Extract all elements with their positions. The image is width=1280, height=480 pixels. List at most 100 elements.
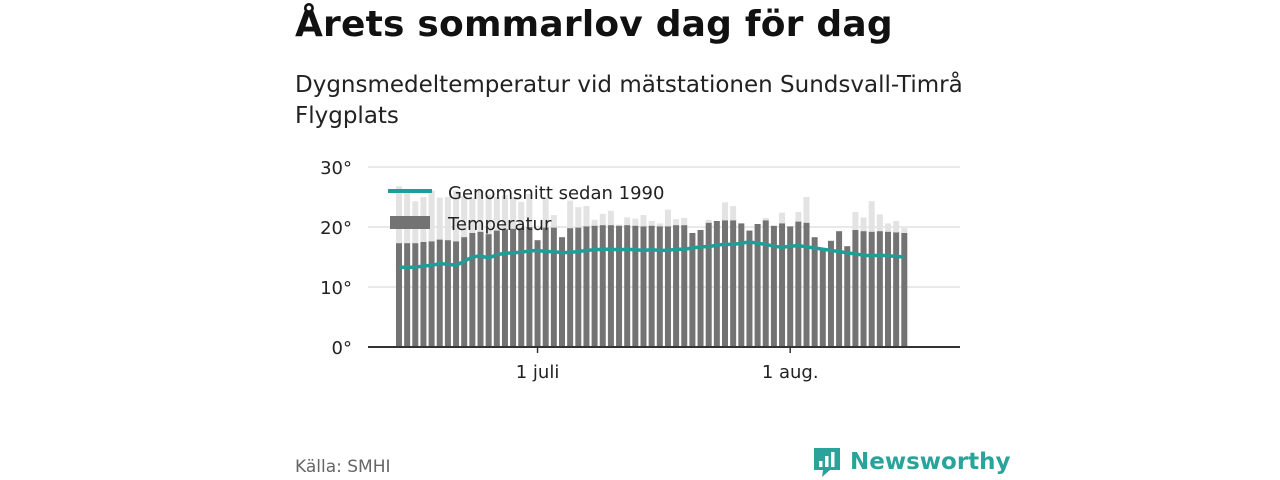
y-tick-label: 30° bbox=[320, 158, 352, 179]
average-line bbox=[399, 240, 905, 269]
temperature-bar bbox=[730, 220, 737, 347]
temperature-bar-upper bbox=[876, 214, 883, 232]
temperature-bar-upper bbox=[860, 217, 867, 232]
y-tick-label: 0° bbox=[332, 338, 352, 359]
temperature-bar bbox=[901, 233, 908, 347]
temperature-bar-upper bbox=[526, 194, 533, 227]
temperature-bar bbox=[436, 239, 443, 347]
temperature-bar-upper bbox=[493, 197, 500, 231]
temperature-bar bbox=[705, 222, 712, 347]
temperature-bar bbox=[453, 241, 460, 347]
temperature-bar-upper bbox=[575, 207, 582, 228]
temperature-bar-upper bbox=[868, 201, 875, 232]
temperature-bar bbox=[770, 225, 777, 347]
temperature-bar-upper bbox=[542, 197, 549, 228]
temperature-bar bbox=[485, 234, 492, 347]
x-tick-label: 1 aug. bbox=[762, 362, 819, 383]
temperature-bar-upper bbox=[705, 219, 712, 223]
temperature-bar-upper bbox=[795, 212, 802, 222]
temperature-bar-upper bbox=[648, 221, 655, 226]
temperature-bar bbox=[697, 230, 704, 347]
temperature-bar bbox=[640, 226, 647, 347]
temperature-bar-upper bbox=[632, 218, 639, 226]
temperature-bar-upper bbox=[885, 223, 891, 232]
temperature-bar bbox=[428, 241, 435, 347]
temperature-bar-upper bbox=[624, 217, 631, 226]
chart-title: Årets sommarlov dag för dag bbox=[295, 4, 893, 45]
temperature-bar bbox=[583, 226, 590, 347]
temperature-bar bbox=[559, 237, 565, 347]
legend-label-average: Genomsnitt sedan 1990 bbox=[448, 183, 664, 204]
temperature-bar-upper bbox=[901, 228, 908, 233]
temperature-bar bbox=[746, 230, 753, 347]
temperature-bar bbox=[762, 220, 769, 347]
temperature-bar bbox=[542, 227, 549, 347]
temperature-bar-upper bbox=[550, 215, 557, 228]
temperature-bar-upper bbox=[396, 186, 402, 244]
newsworthy-logo-icon bbox=[814, 448, 840, 477]
temperature-bar bbox=[493, 230, 500, 347]
temperature-bar bbox=[412, 243, 419, 347]
temperature-bar-upper bbox=[607, 210, 614, 226]
temperature-bar bbox=[754, 224, 761, 347]
temperature-bar bbox=[852, 230, 859, 347]
temperature-bar-upper bbox=[730, 206, 737, 221]
temperature-bar bbox=[518, 228, 525, 347]
temperature-bar bbox=[779, 223, 786, 347]
temperature-bar bbox=[404, 243, 411, 347]
temperature-bar bbox=[827, 240, 834, 347]
temperature-bar bbox=[893, 232, 900, 347]
temperature-bar-upper bbox=[803, 197, 810, 223]
temperature-bar-upper bbox=[428, 190, 435, 242]
temperature-bar bbox=[526, 227, 533, 347]
temperature-bar bbox=[567, 228, 574, 347]
temperature-bar-upper bbox=[852, 212, 859, 230]
temperature-bar bbox=[681, 225, 688, 347]
chart-subtitle: Dygnsmedeltemperatur vid mätstationen Su… bbox=[295, 72, 963, 129]
brand-name: Newsworthy bbox=[850, 449, 1011, 475]
temperature-bar bbox=[876, 231, 883, 347]
temperature-bar bbox=[575, 227, 582, 347]
temperature-bar-upper bbox=[640, 215, 647, 227]
temperature-bar bbox=[722, 220, 728, 347]
temperature-bar-upper bbox=[664, 209, 671, 227]
temperature-bar bbox=[648, 225, 655, 347]
line-layer bbox=[399, 240, 905, 269]
source-note: Källa: SMHI bbox=[295, 457, 391, 477]
temperature-bar-upper bbox=[673, 219, 680, 226]
temperature-bar-upper bbox=[567, 200, 574, 229]
axis-layer: 1 juli 1 aug. bbox=[368, 346, 960, 383]
temperature-bar-upper bbox=[477, 191, 484, 232]
temperature-bar bbox=[819, 249, 826, 347]
temperature-bar bbox=[599, 225, 606, 347]
temperature-bar-upper bbox=[485, 194, 492, 235]
temperature-bar bbox=[444, 240, 451, 347]
temperature-bar-upper bbox=[656, 223, 663, 227]
temperature-bar-upper bbox=[779, 212, 786, 224]
temperature-bar-upper bbox=[436, 197, 443, 240]
temperature-bar bbox=[616, 225, 623, 347]
legend-swatch-temperature bbox=[390, 216, 430, 229]
temperature-bar-upper bbox=[681, 218, 688, 226]
temperature-bar bbox=[811, 237, 818, 347]
temperature-bar bbox=[664, 226, 671, 347]
temperature-bar-upper bbox=[893, 221, 900, 233]
y-tick-label: 10° bbox=[320, 278, 352, 299]
temperature-bar-upper bbox=[518, 201, 525, 229]
temperature-bar bbox=[689, 233, 696, 347]
temperature-bar bbox=[885, 231, 891, 347]
temperature-bar bbox=[501, 229, 508, 347]
temperature-bar-upper bbox=[591, 219, 598, 226]
temperature-bar bbox=[550, 227, 557, 347]
temperature-bar bbox=[477, 231, 484, 347]
temperature-bar bbox=[803, 222, 810, 347]
temperature-bar bbox=[396, 243, 402, 347]
x-tick-label: 1 juli bbox=[516, 362, 560, 383]
bar-layer bbox=[396, 186, 908, 347]
temperature-bar bbox=[469, 233, 476, 347]
temperature-bar-upper bbox=[722, 202, 728, 221]
temperature-bar bbox=[534, 240, 541, 347]
y-tick-label: 20° bbox=[320, 218, 352, 239]
temperature-bar bbox=[420, 242, 427, 347]
temperature-bar-upper bbox=[461, 195, 468, 238]
